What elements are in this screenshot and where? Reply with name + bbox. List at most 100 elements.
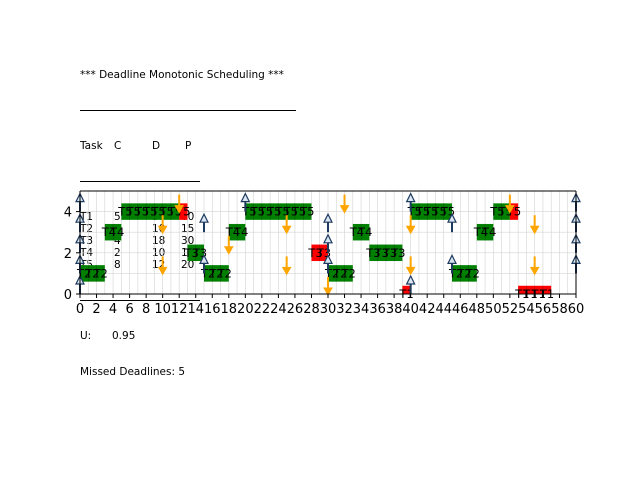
task-label: T5 <box>258 205 273 219</box>
release-arrow-head <box>405 274 416 285</box>
task-c-cell: 8 <box>114 259 121 271</box>
task-label: T5 <box>423 205 438 219</box>
release-arrow-head <box>447 254 457 264</box>
footer-rule <box>80 300 200 301</box>
task-label: T5 <box>415 205 430 219</box>
x-tick-label: 48 <box>469 302 486 317</box>
x-tick-label: 38 <box>386 302 403 317</box>
task-c-cell: 5 <box>114 211 121 223</box>
task-label: T4 <box>233 225 248 239</box>
task-label: T5 <box>142 205 157 219</box>
deadline-arrow-head <box>405 266 416 276</box>
x-tick-label: 34 <box>353 302 370 317</box>
task-label: T4 <box>101 225 116 239</box>
x-tick-label: 8 <box>142 302 150 317</box>
task-label: T5 <box>126 205 141 219</box>
deadline-arrow-head <box>281 225 292 235</box>
x-tick-label: 60 <box>568 302 585 317</box>
x-tick-label: 18 <box>221 302 238 317</box>
col-d: D <box>152 140 161 152</box>
x-tick-label: 20 <box>237 302 254 317</box>
deadline-arrow-head <box>174 205 185 214</box>
task-label: T2 <box>456 266 471 280</box>
x-tick-label: 56 <box>535 302 552 317</box>
release-arrow-head <box>199 212 209 223</box>
x-tick-label: 50 <box>485 302 502 317</box>
execution-bar <box>452 265 477 282</box>
table-rule <box>80 181 200 182</box>
release-arrow-head <box>240 192 251 203</box>
release-arrow-head <box>323 212 333 223</box>
task-label: T5 <box>159 205 174 219</box>
execution-bar <box>104 223 122 241</box>
x-tick-label: 6 <box>125 302 133 317</box>
execution-bar <box>204 265 229 282</box>
x-tick-label: 32 <box>336 302 353 317</box>
execution-bar <box>518 285 552 294</box>
utilization-label: U: <box>80 330 92 342</box>
task-d-cell: 18 <box>152 235 166 247</box>
x-tick-label: 14 <box>187 302 204 317</box>
x-tick-label: 46 <box>452 302 469 317</box>
y-tick-label: 2 <box>64 247 72 262</box>
task-label: T2 <box>340 266 355 280</box>
execution-bar <box>228 223 246 241</box>
deadline-arrow-head <box>529 266 540 276</box>
task-label: T4 <box>357 225 372 239</box>
deadline-arrow-head <box>339 205 350 214</box>
execution-bar <box>509 203 519 220</box>
deadline-arrow-head <box>323 287 333 297</box>
task-label: T5 <box>283 205 298 219</box>
release-arrow-head <box>405 192 416 203</box>
execution-bar <box>476 223 494 241</box>
task-c-cell: 4 <box>114 235 121 247</box>
execution-bar <box>187 244 204 262</box>
task-label: T5 <box>299 205 314 219</box>
task-label: T2 <box>216 266 231 280</box>
deadline-arrow-head <box>157 266 168 276</box>
deadline-arrow-head <box>505 205 515 214</box>
x-tick-label: 40 <box>402 302 419 317</box>
x-tick-label: 44 <box>435 302 452 317</box>
task-label: T2 <box>92 266 107 280</box>
deadline-arrow-head <box>281 266 292 276</box>
task-label: T3 <box>382 246 397 260</box>
task-label: T3 <box>374 246 389 260</box>
task-label: T5 <box>134 205 149 219</box>
x-tick-label: 0 <box>76 302 84 317</box>
deadline-arrow-head <box>223 246 234 255</box>
task-label: T4 <box>349 225 364 239</box>
task-label: T5 <box>117 205 132 219</box>
col-c: C <box>114 140 122 152</box>
task-label: T4 <box>225 225 240 239</box>
task-name-cell: T3 <box>80 235 94 247</box>
task-label: T4 <box>473 225 488 239</box>
x-tick-label: 36 <box>369 302 386 317</box>
execution-bar <box>179 203 188 220</box>
x-tick-label: 52 <box>502 302 519 317</box>
release-arrow-head <box>199 254 209 264</box>
task-table-header: Task C D P <box>80 140 296 152</box>
execution-bar <box>402 285 411 294</box>
execution-bar <box>328 265 353 282</box>
task-label: T5 <box>431 205 446 219</box>
missed-deadlines: Missed Deadlines: 5 <box>80 366 185 378</box>
x-tick-label: 2 <box>92 302 100 317</box>
execution-bar <box>410 203 452 220</box>
release-arrow-head <box>323 254 333 264</box>
x-tick-label: 26 <box>287 302 304 317</box>
x-tick-label: 4 <box>109 302 117 317</box>
task-label: T3 <box>307 246 322 260</box>
task-label: T5 <box>266 205 281 219</box>
x-tick-label: 54 <box>518 302 535 317</box>
task-label: T4 <box>109 225 124 239</box>
task-label: T5 <box>489 205 504 219</box>
col-p: P <box>185 140 192 152</box>
col-task: Task <box>80 140 103 152</box>
deadline-arrow-head <box>157 225 168 235</box>
task-label: T2 <box>464 266 479 280</box>
utilization-value: 0.95 <box>112 330 136 342</box>
x-tick-label: 12 <box>171 302 188 317</box>
task-label: T5 <box>274 205 289 219</box>
